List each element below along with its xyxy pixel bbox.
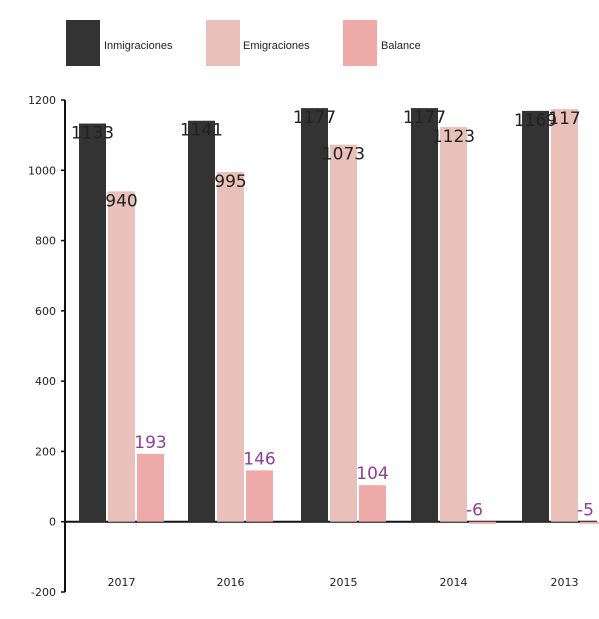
data-labels: 113394019311419951461177107310411771123-… (71, 108, 594, 521)
data-label-inmigraciones-2015: 1177 (293, 108, 336, 128)
data-label-emigraciones-2017: 940 (105, 191, 137, 211)
legend-swatch-inmigraciones (66, 20, 100, 66)
y-tick-label: 600 (35, 305, 56, 318)
y-tick-label: 800 (35, 235, 56, 248)
bars (79, 108, 599, 524)
data-label-balance-2016: 146 (243, 449, 275, 469)
data-label-balance-2017: 193 (134, 433, 166, 453)
data-label-balance-2015: 104 (356, 464, 388, 484)
bar-balance-2014 (469, 521, 496, 524)
legend: Inmigraciones Emigraciones Balance (66, 20, 421, 66)
data-label-emigraciones-2015: 1073 (322, 145, 365, 165)
legend-label-balance: Balance (381, 40, 421, 52)
bar-inmigraciones-2017 (79, 123, 106, 522)
bar-balance-2013 (580, 521, 599, 524)
bar-balance-2017 (137, 453, 164, 522)
y-tick-label: 200 (35, 445, 56, 458)
bar-balance-2016 (246, 470, 273, 522)
y-tick-label: 1000 (28, 164, 56, 177)
data-label-balance-2013: -5 (577, 501, 594, 521)
x-axis-categories: 2017 2016 2015 2014 2013 (108, 576, 579, 589)
bar-emigraciones-2013 (551, 109, 578, 522)
bar-inmigraciones-2016 (188, 120, 215, 522)
x-category-label-2014: 2014 (440, 576, 468, 589)
x-category-label-2017: 2017 (108, 576, 136, 589)
bar-inmigraciones-2015 (301, 108, 328, 522)
legend-swatch-emigraciones (206, 20, 240, 66)
data-label-emigraciones-2013: 117 (548, 109, 580, 129)
bar-emigraciones-2017 (108, 191, 135, 522)
y-tick-label: -200 (31, 586, 56, 599)
data-label-emigraciones-2014: 1123 (432, 127, 475, 147)
data-label-inmigraciones-2016: 1141 (180, 121, 223, 141)
bar-emigraciones-2014 (440, 127, 467, 522)
bar-inmigraciones-2014 (411, 108, 438, 522)
legend-swatch-balance (343, 20, 377, 66)
data-label-inmigraciones-2014: 1177 (403, 108, 446, 128)
legend-label-emigraciones: Emigraciones (243, 40, 310, 52)
legend-label-inmigraciones: Inmigraciones (104, 40, 173, 52)
y-tick-label: 400 (35, 375, 56, 388)
x-category-label-2016: 2016 (217, 576, 245, 589)
data-label-emigraciones-2016: 995 (214, 172, 246, 192)
bar-emigraciones-2016 (217, 172, 244, 522)
x-category-label-2013: 2013 (551, 576, 579, 589)
data-label-inmigraciones-2017: 1133 (71, 124, 114, 144)
data-label-balance-2014: -6 (466, 501, 483, 521)
bar-emigraciones-2015 (330, 144, 357, 522)
bar-inmigraciones-2013 (522, 110, 549, 522)
data-label-inmigraciones-2013: 1169 (514, 111, 557, 131)
y-tick-label: 0 (49, 516, 56, 529)
bar-balance-2015 (359, 485, 386, 522)
x-category-label-2015: 2015 (330, 576, 358, 589)
y-tick-label: 1200 (28, 94, 56, 107)
